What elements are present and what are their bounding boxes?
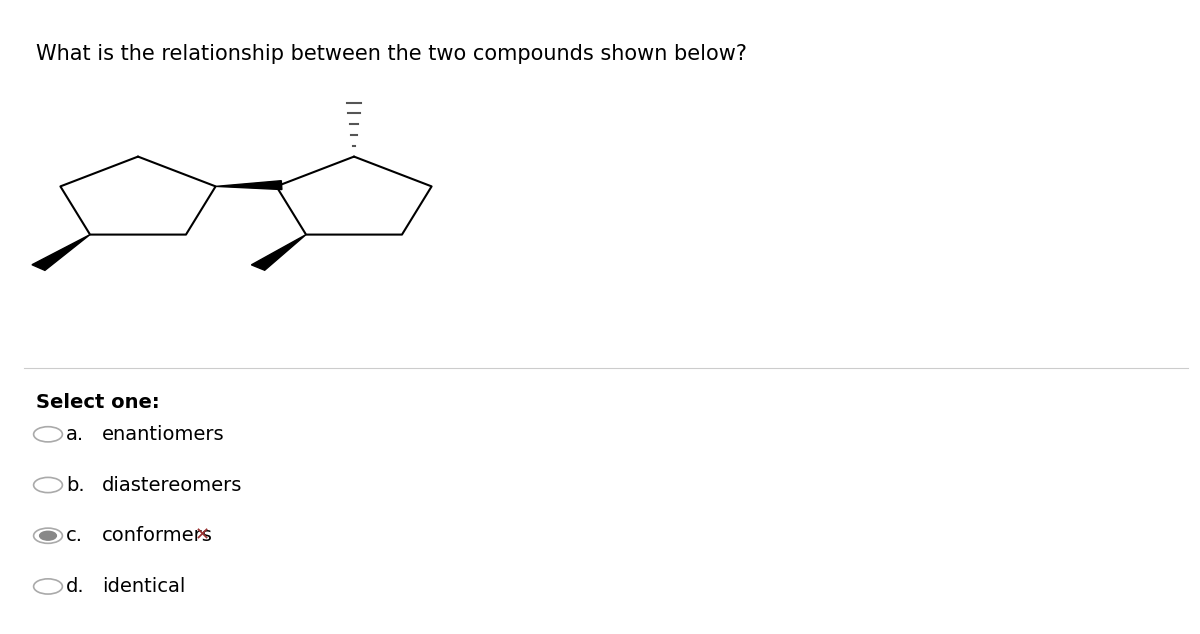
Circle shape [34, 579, 62, 594]
Text: diastereomers: diastereomers [102, 476, 242, 495]
Text: a.: a. [66, 425, 84, 444]
Text: What is the relationship between the two compounds shown below?: What is the relationship between the two… [36, 44, 746, 65]
Circle shape [40, 531, 56, 540]
Circle shape [34, 427, 62, 442]
Polygon shape [251, 235, 306, 270]
Text: c.: c. [66, 526, 83, 545]
Text: conformers: conformers [102, 526, 212, 545]
Circle shape [34, 528, 62, 543]
Text: d.: d. [66, 577, 85, 596]
Polygon shape [32, 235, 90, 270]
Text: ✕: ✕ [194, 527, 210, 545]
Text: Select one:: Select one: [36, 393, 160, 412]
Circle shape [34, 477, 62, 493]
Text: identical: identical [102, 577, 185, 596]
Text: enantiomers: enantiomers [102, 425, 224, 444]
Polygon shape [216, 181, 282, 190]
Text: b.: b. [66, 476, 85, 495]
